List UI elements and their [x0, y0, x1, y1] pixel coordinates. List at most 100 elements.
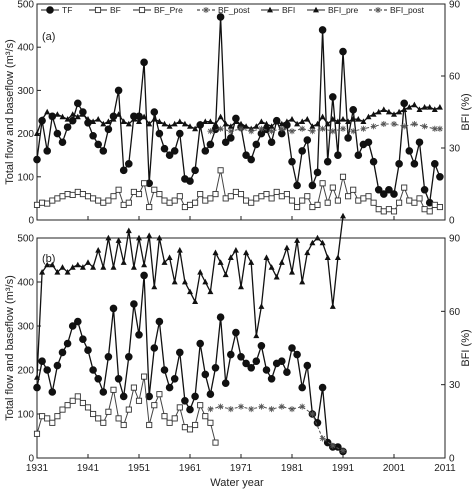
data-point [227, 123, 234, 129]
data-point [44, 200, 51, 207]
data-point [165, 151, 174, 159]
data-point [192, 421, 199, 429]
data-point [176, 193, 183, 200]
data-point [375, 108, 382, 115]
left-tick-label: 100 [17, 410, 34, 421]
data-point [202, 278, 209, 285]
data-point [34, 130, 40, 136]
data-point [100, 419, 107, 426]
data-point [334, 254, 341, 260]
data-point [314, 234, 321, 241]
x-tick-label: 1991 [332, 463, 355, 474]
data-point [263, 254, 270, 260]
data-point [114, 86, 123, 95]
data-point [340, 125, 346, 132]
data-point [110, 386, 117, 393]
data-point [166, 254, 173, 260]
data-point [436, 173, 444, 181]
data-point [304, 193, 311, 200]
data-point [329, 128, 336, 135]
data-point [416, 195, 423, 202]
left-axis-label: Total flow and baseflow (m³/s) [4, 275, 16, 421]
left-tick-label: 400 [17, 43, 34, 54]
data-point [278, 403, 285, 410]
data-point [350, 186, 357, 193]
data-point [136, 234, 142, 241]
data-point [53, 129, 62, 138]
data-point [181, 203, 188, 211]
data-point [391, 121, 397, 127]
data-point [247, 364, 255, 372]
data-point [110, 264, 117, 270]
data-point [105, 234, 112, 241]
data-point [171, 415, 178, 422]
data-point [74, 99, 82, 108]
series-line [210, 406, 344, 452]
data-point [369, 157, 378, 166]
data-point [202, 197, 209, 204]
data-point [196, 339, 204, 348]
series-bfi_post [207, 403, 346, 454]
data-point [314, 120, 321, 127]
data-point [197, 402, 204, 409]
data-point [161, 197, 168, 204]
x-tick-label: 2011 [434, 463, 456, 474]
data-point [89, 131, 97, 140]
data-point [161, 413, 168, 420]
data-point [54, 269, 61, 275]
data-point [293, 350, 301, 359]
data-point [120, 421, 127, 429]
data-point [135, 191, 143, 198]
data-point [294, 120, 301, 127]
data-point [201, 147, 210, 155]
data-point [247, 155, 255, 164]
data-point [34, 374, 40, 380]
data-point [207, 406, 214, 413]
data-point [298, 147, 307, 155]
data-point [90, 264, 97, 270]
data-point [324, 199, 331, 206]
legend-marker [375, 7, 381, 13]
data-point [426, 104, 433, 110]
data-point [85, 116, 91, 122]
data-point [267, 375, 276, 383]
data-point [324, 254, 331, 260]
data-point [283, 118, 290, 124]
data-point [396, 199, 403, 206]
data-point [151, 186, 158, 193]
data-point [421, 206, 428, 213]
data-point [318, 383, 327, 392]
left-tick-label: 0 [28, 216, 34, 227]
data-point [303, 136, 312, 144]
right-tick-label: 90 [449, 234, 461, 245]
data-point [49, 261, 56, 268]
data-point [69, 191, 76, 198]
x-tick-label: 1981 [281, 463, 304, 474]
data-point [69, 111, 76, 117]
data-point [79, 264, 86, 270]
data-point [105, 118, 112, 124]
right-tick-label: 30 [449, 380, 461, 391]
data-point [95, 197, 102, 204]
data-point [64, 116, 71, 122]
data-point [217, 403, 224, 410]
data-point [150, 108, 159, 116]
legend-marker [313, 6, 319, 13]
data-point [253, 123, 260, 129]
data-point [278, 357, 286, 366]
data-point [374, 185, 383, 194]
data-point [49, 419, 56, 426]
legend-marker [267, 6, 273, 13]
data-point [105, 408, 112, 415]
left-tick-label: 200 [17, 366, 34, 377]
right-tick-label: 30 [449, 144, 461, 155]
data-point [252, 140, 261, 149]
left-tick-label: 100 [17, 172, 34, 183]
data-point [248, 199, 255, 206]
left-tick-label: 300 [17, 86, 34, 97]
data-point [136, 118, 142, 124]
data-point [309, 411, 316, 417]
data-point [120, 259, 127, 265]
data-point [309, 128, 316, 135]
data-point [319, 125, 326, 132]
